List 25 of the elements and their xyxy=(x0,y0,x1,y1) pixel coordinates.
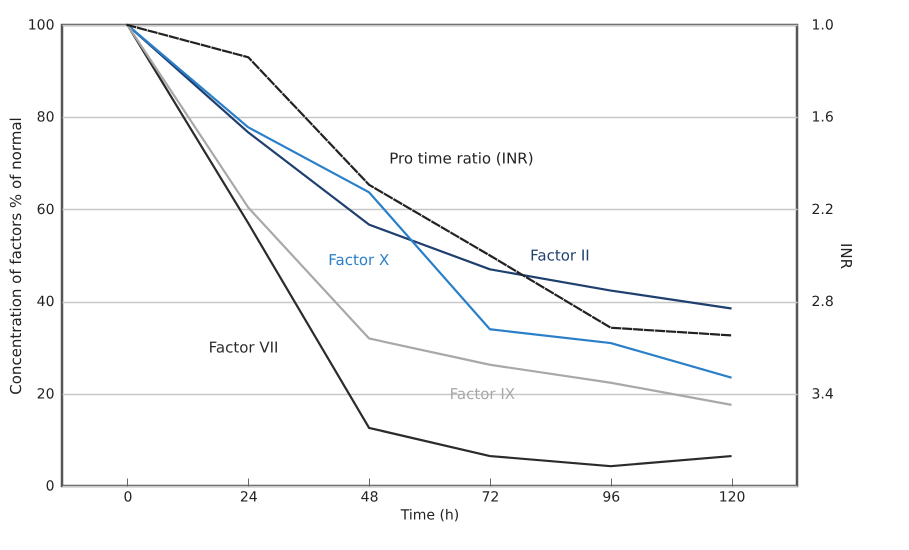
x-tick-label: 0 xyxy=(123,490,132,506)
y-tick-label: 80 xyxy=(36,110,54,126)
y-tick-label: 20 xyxy=(36,386,54,402)
series-label: Factor II xyxy=(530,246,590,264)
y-tick-label: 0 xyxy=(46,478,54,494)
y2-axis-title: INR xyxy=(836,242,855,270)
series-label: Pro time ratio (INR) xyxy=(389,150,534,168)
x-axis-title: Time (h) xyxy=(400,508,460,524)
x-tick-label: 24 xyxy=(240,490,258,506)
series-label: Factor IX xyxy=(450,384,516,403)
y2-tick-label: 2.2 xyxy=(812,202,834,218)
x-tick-label: 96 xyxy=(602,490,620,506)
y-tick-label: 60 xyxy=(36,202,54,218)
y-tick-label: 40 xyxy=(36,294,54,310)
y2-tick-label: 3.4 xyxy=(812,386,834,402)
y2-tick-label: 1.6 xyxy=(812,110,834,126)
y2-tick-label: 1.0 xyxy=(812,18,834,34)
x-tick-label: 120 xyxy=(718,490,746,506)
y-tick-label: 100 xyxy=(28,18,54,34)
y-axis-title: Concentration of factors % of normal xyxy=(6,117,25,395)
x-tick-label: 48 xyxy=(360,490,379,506)
series-label: Factor X xyxy=(328,251,390,270)
text: Factor VII xyxy=(208,338,278,357)
x-tick-label: 72 xyxy=(481,490,500,506)
y2-tick-label: 2.8 xyxy=(812,294,834,310)
